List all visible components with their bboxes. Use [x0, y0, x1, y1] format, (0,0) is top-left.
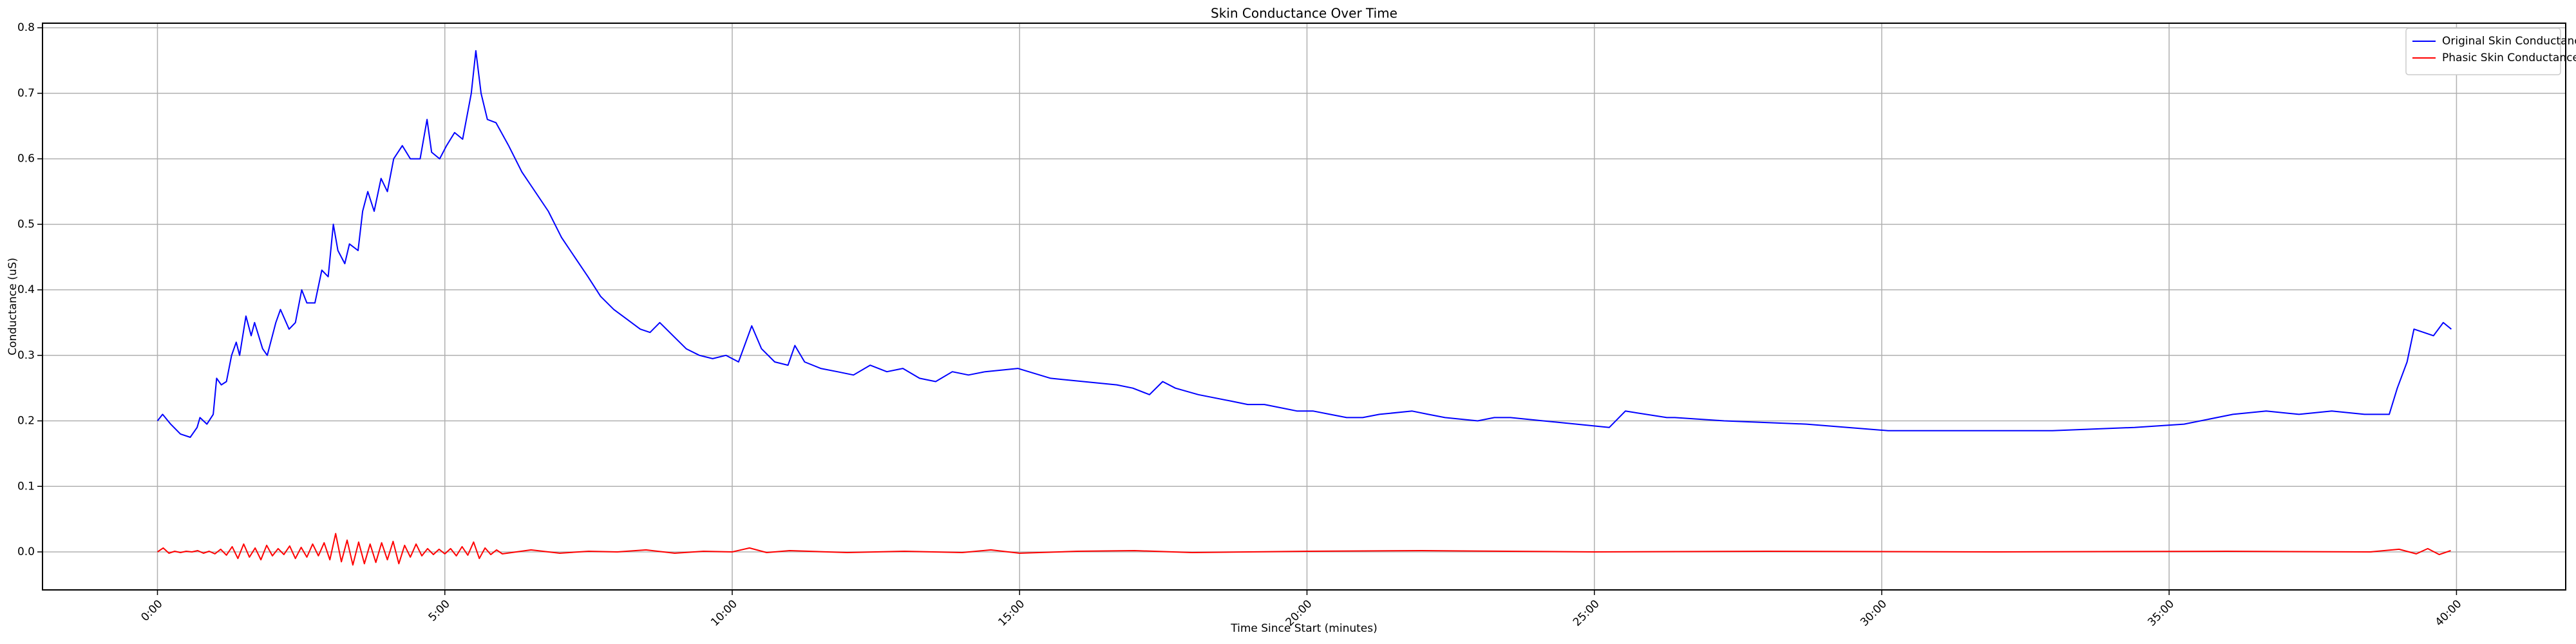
series-line: [156, 50, 2452, 438]
plot-frame: [42, 23, 2566, 591]
chart-title: Skin Conductance Over Time: [1211, 6, 1397, 21]
y-axis-label: Conductance (uS): [6, 258, 19, 355]
y-tick-label: 0.1: [17, 480, 35, 493]
y-tick-label: 0.3: [17, 349, 35, 362]
legend-label: Phasic Skin Conductance: [2442, 52, 2576, 64]
y-tick-label: 0.5: [17, 218, 35, 231]
series-line: [156, 533, 2451, 566]
y-tick-label: 0.6: [17, 153, 35, 166]
y-tick-label: 0.2: [17, 415, 35, 428]
legend-label: Original Skin Conductance: [2442, 35, 2576, 48]
x-axis-label: Time Since Start (minutes): [1230, 622, 1378, 635]
y-tick-label: 0.0: [17, 545, 35, 558]
legend-box: [2405, 28, 2561, 75]
y-tick-label: 0.7: [17, 87, 35, 100]
y-tick-label: 0.8: [17, 21, 35, 34]
y-tick-label: 0.4: [17, 283, 35, 296]
